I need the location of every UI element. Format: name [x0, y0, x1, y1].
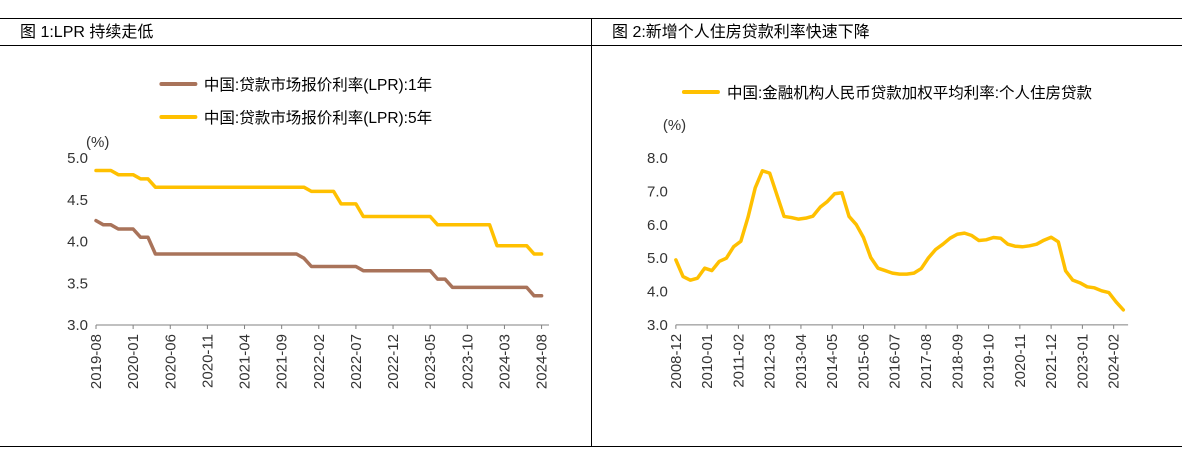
x-tick-label: 2023-01 [1074, 334, 1091, 389]
x-tick-label: 2014-05 [824, 334, 841, 389]
figure-2-legend: 中国:金融机构人民币贷款加权平均利率:个人住房贷款 [681, 81, 1093, 103]
x-tick-label: 2020-11 [1012, 334, 1029, 388]
series-line-1 [94, 168, 544, 256]
x-tick-label: 2019-10 [981, 334, 998, 389]
x-tick-label: 2024-03 [496, 334, 513, 389]
x-tick-label: 2020-11 [199, 334, 216, 388]
figure-1-title: 图 1:LPR 持续走低 [0, 19, 591, 46]
y-tick-label: 6.0 [647, 217, 668, 234]
series-line-0 [94, 218, 544, 298]
x-tick-label: 2022-12 [385, 334, 402, 389]
legend-marker-mortgage-rate-icon [681, 90, 720, 94]
legend-label-mortgage-rate: 中国:金融机构人民币贷款加权平均利率:个人住房贷款 [726, 85, 1093, 102]
legend-item-mortgage-rate: 中国:金融机构人民币贷款加权平均利率:个人住房贷款 [681, 81, 1093, 103]
x-tick-label: 2024-08 [534, 334, 551, 389]
y-tick-label: 5.0 [647, 250, 668, 267]
y-tick-label: 7.0 [647, 183, 668, 200]
x-tick-label: 2018-09 [949, 334, 966, 389]
x-tick-label: 2021-09 [274, 334, 291, 389]
y-tick-label: 8.0 [647, 150, 668, 167]
figure-2-title: 图 2:新增个人住房贷款利率快速下降 [592, 19, 1182, 46]
x-tick-label: 2021-04 [237, 334, 254, 389]
legend-marker-lpr-1y-icon [158, 82, 197, 86]
x-tick-label: 2008-12 [668, 334, 685, 389]
x-tick-label: 2011-02 [730, 334, 747, 388]
y-tick-label: 3.0 [67, 317, 88, 334]
figure-1-unit-label: (%) [86, 134, 109, 151]
x-tick-label: 2022-02 [311, 334, 328, 389]
y-tick-label: 3.5 [67, 275, 88, 292]
x-tick-label: 2023-10 [459, 334, 476, 389]
x-tick-label: 2010-01 [699, 334, 716, 389]
figure-table: 图 1:LPR 持续走低 中国:贷款市场报价利率(LPR):1年 中国:贷款市场… [0, 18, 1182, 447]
y-tick-label: 3.0 [647, 317, 668, 334]
y-tick-label: 5.0 [67, 150, 88, 167]
figure-1-legend: 中国:贷款市场报价利率(LPR):1年 中国:贷款市场报价利率(LPR):5年 [158, 73, 433, 128]
y-tick-label: 4.0 [647, 284, 668, 301]
y-tick-label: 4.5 [67, 192, 88, 209]
x-tick-label: 2021-12 [1043, 334, 1060, 389]
y-tick-label: 4.0 [67, 234, 88, 251]
figure-2-unit-label: (%) [663, 117, 686, 134]
legend-label-lpr-5y: 中国:贷款市场报价利率(LPR):5年 [203, 110, 433, 127]
legend-marker-lpr-5y-icon [158, 115, 197, 119]
x-tick-label: 2012-03 [762, 334, 779, 389]
x-tick-label: 2019-08 [88, 334, 105, 389]
x-tick-label: 2020-06 [162, 334, 179, 389]
x-tick-label: 2013-04 [793, 334, 810, 389]
x-tick-label: 2023-05 [422, 334, 439, 389]
x-tick-label: 2016-07 [887, 334, 904, 389]
series-line-0 [674, 169, 1126, 312]
x-tick-label: 2022-07 [348, 334, 365, 389]
x-tick-label: 2020-01 [125, 334, 142, 389]
x-tick-label: 2024-02 [1106, 334, 1123, 389]
x-tick-label: 2015-06 [855, 334, 872, 389]
legend-item-lpr-5y: 中国:贷款市场报价利率(LPR):5年 [158, 106, 433, 128]
legend-item-lpr-1y: 中国:贷款市场报价利率(LPR):1年 [158, 73, 433, 95]
x-tick-label: 2017-08 [918, 334, 935, 389]
legend-label-lpr-1y: 中国:贷款市场报价利率(LPR):1年 [203, 77, 433, 94]
figure-2-panel: 图 2:新增个人住房贷款利率快速下降 中国:金融机构人民币贷款加权平均利率:个人… [591, 19, 1182, 446]
figure-1-panel: 图 1:LPR 持续走低 中国:贷款市场报价利率(LPR):1年 中国:贷款市场… [0, 19, 591, 446]
